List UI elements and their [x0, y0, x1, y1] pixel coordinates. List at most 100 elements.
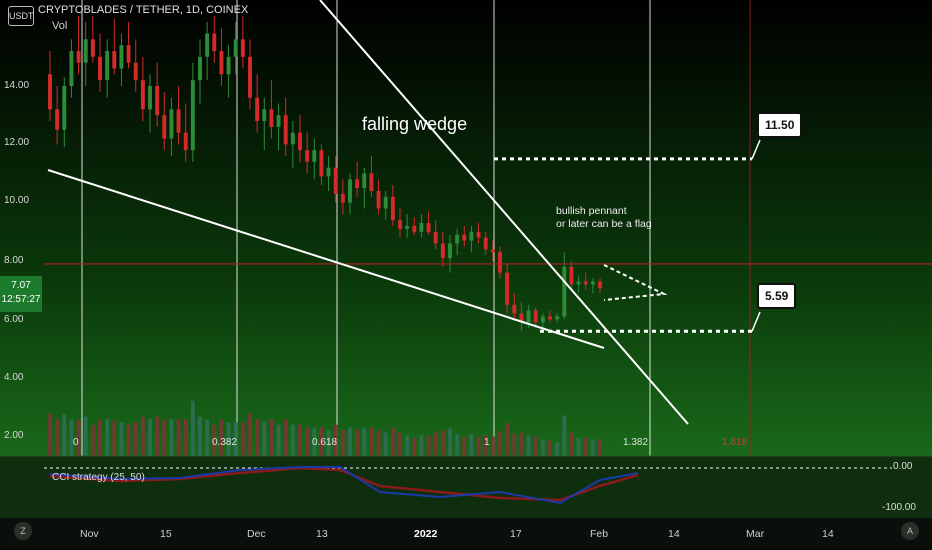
candle-body [148, 86, 152, 110]
volume-bar [569, 432, 574, 456]
volume-bar [455, 434, 460, 456]
volume-bar [162, 419, 167, 456]
volume-bar [48, 414, 52, 456]
candle-body [362, 173, 367, 189]
volume-bar [398, 432, 402, 456]
candle-body [590, 281, 595, 285]
candle-body [62, 86, 67, 130]
volume-label: Vol [52, 20, 68, 32]
y-tick: 12.00 [4, 137, 30, 148]
volume-bar [362, 427, 367, 456]
volume-bar [340, 430, 345, 456]
volume-bar [248, 414, 252, 456]
candle-body [48, 74, 52, 110]
candle-body [405, 226, 410, 229]
pennant-note[interactable]: bullish pennant or later can be a flag [556, 205, 652, 230]
volume-bar [505, 423, 510, 456]
candle-body [455, 234, 460, 244]
volume-bar [355, 430, 360, 456]
x-axis[interactable] [0, 518, 932, 550]
candle-body [505, 272, 510, 305]
volume-bar [419, 435, 424, 456]
candle-body [412, 226, 417, 232]
volume-bar [255, 419, 260, 456]
candle-body [233, 39, 238, 57]
auto-scale-button[interactable]: A [901, 522, 919, 540]
volume-bar [526, 435, 531, 456]
wedge-upper-line [319, 0, 689, 425]
candle-body [76, 51, 81, 63]
candle-body [533, 310, 538, 323]
zoom-button[interactable]: Z [14, 522, 32, 540]
candle-body [369, 173, 374, 191]
y-tick: 10.00 [4, 195, 30, 206]
y-tick: 14.00 [4, 80, 30, 91]
volume-bar [226, 422, 231, 456]
target-low-callout[interactable]: 5.59 [757, 283, 797, 309]
candle-body [298, 132, 302, 151]
candle-body [376, 191, 381, 209]
x-tick: Mar [746, 528, 765, 540]
cci-line [49, 466, 639, 505]
volume-bar [348, 427, 352, 456]
candle-body [240, 39, 245, 57]
volume-bar [326, 430, 331, 456]
volume-bar [169, 419, 174, 456]
volume-bar [590, 439, 595, 456]
candle-body [398, 220, 402, 229]
volume-bar [305, 427, 310, 456]
cci-tick-bottom: -100.00 [882, 502, 916, 513]
volume-bar [233, 422, 238, 456]
volume-bar [369, 427, 374, 456]
volume-bar [119, 422, 124, 456]
x-tick: 15 [160, 528, 172, 540]
fib-label: 0 [73, 437, 79, 448]
candle-body [348, 179, 352, 203]
falling-wedge-label[interactable]: falling wedge [362, 114, 468, 134]
fib-label: 1.618 [722, 437, 748, 448]
candle-body [176, 109, 181, 133]
fib-label: 0.382 [212, 437, 238, 448]
callout-pointer [751, 139, 761, 160]
volume-bar [333, 424, 338, 456]
x-tick: Feb [590, 528, 609, 540]
cci-panel [0, 456, 932, 518]
x-tick: 13 [316, 528, 328, 540]
candle-body [276, 115, 281, 127]
target-high-callout[interactable]: 11.50 [757, 112, 803, 138]
x-tick: 2022 [414, 528, 438, 540]
candle-body [555, 316, 560, 320]
bar-countdown: 12:57:27 [1, 294, 41, 305]
candle-body [155, 86, 160, 116]
unit-badge[interactable]: USDT [8, 6, 34, 26]
candle-body [205, 33, 210, 57]
volume-bar [469, 434, 474, 456]
fib-label: 1.382 [623, 437, 649, 448]
volume-bar [212, 424, 217, 456]
volume-bar [62, 414, 67, 456]
volume-bar [276, 424, 281, 456]
candle-body [490, 249, 495, 253]
volume-bar [148, 419, 152, 456]
volume-bar [190, 400, 195, 456]
y-tick: 4.00 [4, 372, 24, 383]
candle-body [140, 80, 145, 110]
fib-label: 0.618 [312, 437, 338, 448]
volume-bar [483, 435, 488, 456]
fib-label: 1 [484, 437, 490, 448]
volume-bar [433, 432, 438, 456]
wedge-lower-line [47, 169, 605, 349]
candle-body [562, 266, 567, 317]
volume-bar [412, 438, 417, 456]
volume-bar [540, 439, 545, 456]
volume-bar [490, 436, 495, 456]
last-price: 7.07 [11, 280, 31, 291]
y-tick: 2.00 [4, 430, 24, 441]
volume-bar [155, 416, 160, 456]
volume-bar [519, 432, 524, 456]
candle-body [426, 223, 431, 232]
candle-body [219, 51, 224, 75]
candle-body [226, 56, 231, 75]
